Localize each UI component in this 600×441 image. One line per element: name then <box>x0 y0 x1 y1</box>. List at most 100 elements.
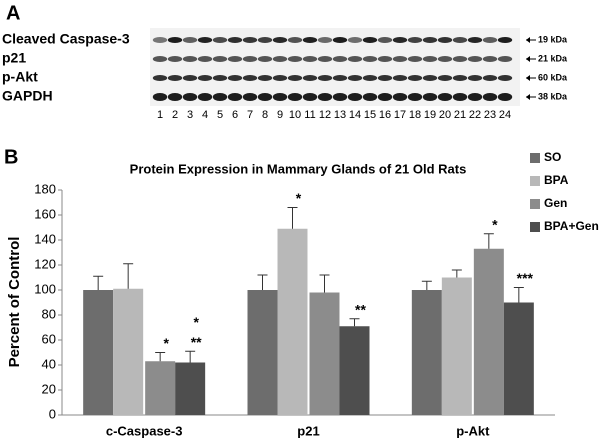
band <box>347 37 363 43</box>
band <box>497 56 513 62</box>
band <box>197 56 213 62</box>
band <box>392 37 408 43</box>
band <box>317 93 333 101</box>
band <box>332 56 348 62</box>
significance: * <box>163 335 169 351</box>
band <box>332 37 348 43</box>
band <box>257 56 273 62</box>
band <box>242 37 258 43</box>
lane-number: 5 <box>217 109 223 121</box>
row-label: Cleaved Caspase-3 <box>2 31 130 47</box>
bar <box>411 290 442 415</box>
band <box>227 37 243 43</box>
band <box>362 75 378 81</box>
chart-title: Protein Expression in Mammary Glands of … <box>130 161 467 176</box>
band <box>212 75 228 81</box>
legend-label: SO <box>544 150 561 164</box>
band <box>482 93 498 101</box>
band <box>467 75 483 81</box>
band <box>392 75 408 81</box>
arrowhead <box>526 37 530 43</box>
band <box>422 37 438 43</box>
band <box>482 75 498 81</box>
lane-number: 21 <box>454 109 466 121</box>
lane-number: 10 <box>289 109 301 121</box>
y-tick-label: 60 <box>42 331 56 346</box>
band <box>287 37 303 43</box>
band <box>422 56 438 62</box>
band <box>347 56 363 62</box>
band <box>347 93 363 101</box>
band <box>497 75 513 81</box>
error-bar <box>185 350 196 363</box>
panel-label: B <box>4 146 18 168</box>
band <box>317 56 333 62</box>
band <box>257 93 273 101</box>
error-bar <box>319 274 330 293</box>
band <box>287 56 303 62</box>
band <box>272 75 288 81</box>
significance: ** <box>355 301 366 317</box>
band <box>167 37 183 43</box>
bar <box>175 362 206 415</box>
lane-number: 15 <box>364 109 376 121</box>
band <box>272 56 288 62</box>
panel-label: A <box>6 2 20 24</box>
x-tick-label: c-Caspase-3 <box>106 423 183 438</box>
band <box>377 93 393 101</box>
lane-number: 18 <box>409 109 421 121</box>
band <box>497 93 513 101</box>
band <box>272 93 288 101</box>
band <box>482 56 498 62</box>
band <box>437 93 453 101</box>
lane-number: 8 <box>262 109 268 121</box>
legend-label: BPA <box>544 173 569 187</box>
bar <box>145 361 176 415</box>
bar <box>441 277 472 415</box>
row-label: GAPDH <box>2 88 53 104</box>
band <box>377 56 393 62</box>
lane-number: 16 <box>379 109 391 121</box>
lane-number: 17 <box>394 109 406 121</box>
error-bar <box>451 269 462 278</box>
significance: * <box>492 216 498 232</box>
band <box>422 75 438 81</box>
band <box>332 93 348 101</box>
band <box>452 37 468 43</box>
band <box>287 93 303 101</box>
error-bar <box>93 275 104 290</box>
band <box>242 56 258 62</box>
lane-number: 2 <box>172 109 178 121</box>
band <box>362 37 378 43</box>
kda-label: 21 kDa <box>538 53 568 63</box>
band <box>287 75 303 81</box>
band <box>392 56 408 62</box>
lane-number: 6 <box>232 109 238 121</box>
band <box>452 93 468 101</box>
band <box>167 56 183 62</box>
band <box>242 75 258 81</box>
lane-number: 1 <box>157 109 163 121</box>
kda-label: 60 kDa <box>538 72 568 82</box>
band <box>197 75 213 81</box>
legend-label: Gen <box>544 196 567 210</box>
band <box>422 93 438 101</box>
band <box>407 93 423 101</box>
x-tick-label: p-Akt <box>456 423 490 438</box>
y-axis-label: Percent of Control <box>6 237 23 368</box>
band <box>302 56 318 62</box>
band <box>167 93 183 101</box>
lane-number: 19 <box>424 109 436 121</box>
band <box>482 37 498 43</box>
error-bar <box>513 287 524 303</box>
arrowhead <box>526 75 530 81</box>
lane-number: 12 <box>319 109 331 121</box>
band <box>227 56 243 62</box>
y-tick-label: 160 <box>34 206 56 221</box>
band <box>392 93 408 101</box>
band <box>377 75 393 81</box>
band <box>467 37 483 43</box>
y-tick-label: 180 <box>34 181 56 196</box>
band <box>182 93 198 101</box>
